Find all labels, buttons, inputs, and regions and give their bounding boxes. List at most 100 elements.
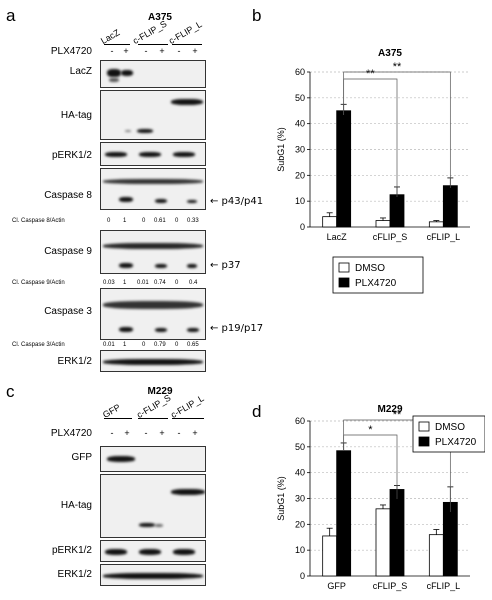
quant-value: 0	[107, 218, 111, 224]
pm-sign: -	[144, 428, 148, 438]
arrow-p37: ← p37	[210, 260, 241, 271]
blot-erk-c	[100, 564, 206, 586]
significance-bracket	[343, 434, 398, 499]
pm-sign: +	[124, 428, 130, 438]
bar-dmso	[428, 534, 444, 577]
group-label-cflip-l: c-FLIP_L	[167, 19, 204, 46]
blot-label-perk: pERK1/2	[51, 150, 92, 161]
y-tick-label: 20	[295, 519, 305, 529]
group-underline	[172, 44, 202, 45]
significance-bracket	[343, 419, 451, 512]
significance-mark: **	[366, 68, 375, 80]
y-tick-label: 20	[295, 170, 305, 180]
pm-sign: -	[110, 428, 114, 438]
pm-sign: +	[123, 46, 129, 56]
y-tick-label: 30	[295, 494, 305, 504]
arrow-p19-p17: ← p19/p17	[210, 323, 264, 334]
pm-sign: -	[177, 46, 181, 56]
quant-value: 0	[175, 342, 179, 348]
quant-value: 0	[175, 280, 179, 286]
blot-label-caspase8: Caspase 8	[44, 190, 92, 201]
blot-ha-tag-c	[100, 474, 206, 538]
blot-erk	[100, 350, 206, 372]
quant-value: 0	[142, 342, 146, 348]
bar-plx4720	[442, 501, 458, 577]
legend-label: PLX4720	[435, 437, 477, 448]
bar-dmso	[322, 216, 338, 228]
chart-b: A375 0 10 20 30 40 50 60 SubG1 (%) LacZ cFLIP_S cFL…	[276, 48, 470, 294]
bar-plx4720	[389, 489, 405, 577]
panel-c-title: M229	[147, 386, 173, 397]
bar-plx4720	[442, 185, 458, 228]
blot-label-lacz: LacZ	[69, 66, 92, 77]
panel-label-b: b	[252, 6, 262, 25]
quant-value: 1	[123, 342, 127, 348]
quant-value: 0.61	[154, 218, 166, 224]
quant-value: 0.65	[187, 342, 199, 348]
y-tick-label: 60	[295, 416, 305, 426]
pm-sign: +	[192, 46, 198, 56]
bar-dmso	[428, 221, 444, 228]
legend-swatch	[338, 262, 350, 273]
group-label-cflip-l: c-FLIP_L	[169, 393, 206, 420]
blot-label-erk-c: ERK1/2	[57, 569, 92, 580]
group-underline	[138, 418, 168, 419]
pm-sign: -	[144, 46, 148, 56]
blot-label-erk: ERK1/2	[57, 356, 92, 367]
blot-caspase3	[100, 288, 206, 340]
y-tick-label: 60	[295, 67, 305, 77]
y-tick-label: 50	[295, 442, 305, 452]
legend-label: DMSO	[355, 263, 385, 274]
legend-swatch	[418, 436, 430, 447]
quant-value: 0.79	[154, 342, 166, 348]
chart-title: A375	[378, 48, 402, 59]
y-axis-label: SubG1 (%)	[276, 127, 286, 172]
y-tick-label: 50	[295, 93, 305, 103]
quant-value: 0.74	[154, 280, 166, 286]
y-tick-label: 30	[295, 145, 305, 155]
legend-label: PLX4720	[355, 278, 397, 289]
quant-label-caspase3: Cl. Caspase 3/Actin	[12, 342, 65, 348]
blot-label-caspase3: Caspase 3	[44, 306, 92, 317]
blot-lacz	[100, 60, 206, 88]
quant-value: 0.01	[103, 342, 115, 348]
x-tick-label: cFLIP_L	[427, 232, 461, 242]
blot-perk-c	[100, 540, 206, 562]
panel-label-c: c	[6, 382, 15, 401]
x-tick-label: LacZ	[327, 232, 348, 242]
chart-title: M229	[377, 404, 402, 415]
group-underline	[104, 418, 132, 419]
y-tick-label: 40	[295, 468, 305, 478]
quant-value: 0	[175, 218, 179, 224]
quant-value: 0	[142, 218, 146, 224]
pm-sign: -	[177, 428, 181, 438]
blot-ha-tag	[100, 90, 206, 140]
significance-mark: *	[368, 424, 373, 436]
y-tick-label: 0	[300, 571, 305, 581]
significance-mark: **	[393, 61, 402, 73]
group-underline	[172, 418, 204, 419]
x-tick-label: GFP	[327, 581, 346, 591]
group-underline	[104, 44, 130, 45]
arrow-p43-p41: ← p43/p41	[210, 196, 264, 207]
blot-label-ha-tag: HA-tag	[60, 110, 92, 121]
y-tick-label: 40	[295, 119, 305, 129]
bar-dmso	[375, 508, 391, 577]
bar-dmso	[322, 535, 338, 577]
bar-plx4720	[389, 194, 405, 228]
x-tick-label: cFLIP_S	[373, 581, 408, 591]
quant-label-caspase8: Cl. Caspase 8/Actin	[12, 218, 65, 224]
pm-sign: +	[192, 428, 198, 438]
significance-bracket	[343, 78, 398, 197]
blot-caspase8	[100, 168, 206, 210]
quant-value: 1	[123, 218, 127, 224]
blot-label-gfp: GFP	[71, 452, 92, 463]
blot-label-caspase9: Caspase 9	[44, 246, 92, 257]
bar-dmso	[375, 220, 391, 228]
quant-value: 0.01	[137, 280, 149, 286]
significance-mark: **	[393, 409, 402, 421]
blot-gfp	[100, 446, 206, 472]
y-tick-label: 10	[295, 196, 305, 206]
x-tick-label: cFLIP_S	[373, 232, 408, 242]
quant-value: 0.33	[187, 218, 199, 224]
